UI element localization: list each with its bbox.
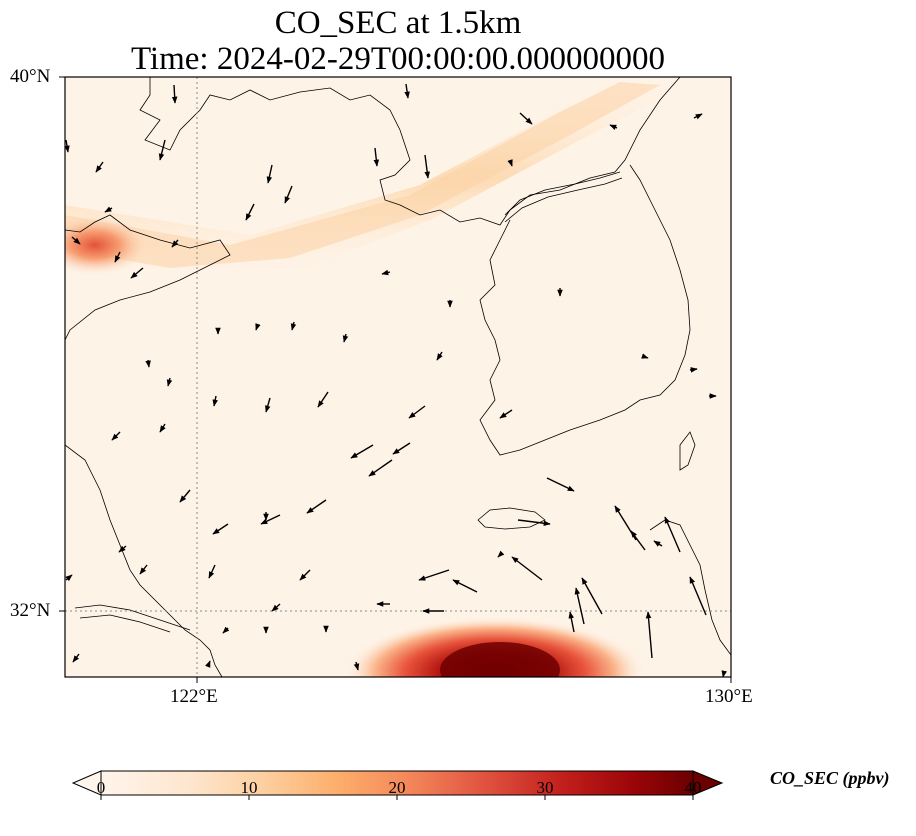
wind-arrow — [290, 321, 297, 331]
wind-arrow — [721, 670, 727, 677]
wind-arrow — [255, 323, 261, 331]
wind-arrow — [424, 154, 430, 179]
wind-arrow — [139, 564, 148, 575]
wind-arrow — [71, 236, 81, 245]
wind-arrow — [118, 545, 127, 553]
wind-arrow — [581, 577, 603, 615]
coastline-bohai — [139, 77, 411, 206]
wind-arrow — [689, 367, 698, 373]
x-tick-label-122: 122°E — [170, 686, 218, 707]
wind-arrow — [368, 459, 393, 477]
wind-arrow — [158, 139, 166, 161]
co-plume-west — [65, 215, 150, 275]
coastline-korea-west — [479, 219, 571, 456]
wind-arrow — [408, 405, 426, 419]
wind-arrow — [630, 530, 646, 551]
colorbar-label-40: 40 — [684, 778, 702, 797]
map-frame — [64, 76, 732, 678]
wind-arrow — [519, 112, 533, 125]
wind-arrow — [381, 269, 391, 276]
wind-arrow — [95, 161, 104, 173]
wind-arrow — [609, 124, 618, 131]
wind-arrow — [65, 574, 73, 582]
wind-arrow — [436, 351, 443, 361]
wind-arrow — [284, 185, 293, 204]
y-tick-label-40: 40°N — [10, 66, 51, 87]
coastline-jeju — [477, 507, 546, 530]
wind-arrow — [517, 519, 551, 526]
gridlines — [65, 77, 731, 677]
wind-arrow — [72, 653, 80, 663]
wind-arrow — [645, 611, 653, 659]
coastline-korea-east — [569, 164, 691, 431]
wind-arrow — [145, 359, 151, 368]
coastline-shandong — [65, 214, 231, 341]
coastline-yangtze — [74, 604, 191, 633]
colorbar — [71, 770, 724, 800]
wind-arrow — [507, 159, 513, 167]
wind-arrow — [171, 239, 179, 248]
wind-arrow — [568, 611, 575, 633]
wind-arrow — [689, 576, 707, 616]
wind-arrow — [104, 206, 113, 213]
wind-arrow — [212, 523, 229, 535]
concentration-field — [65, 77, 731, 677]
wind-arrow — [299, 569, 311, 581]
wind-arrow — [317, 391, 329, 408]
colorbar-label-20: 20 — [388, 778, 406, 797]
wind-arrow — [166, 377, 173, 387]
colorbar-units-label: CO_SEC (ppbv) — [770, 768, 890, 788]
wind-arrow — [653, 540, 663, 547]
wind-arrow — [159, 423, 166, 433]
wind-arrow — [179, 489, 191, 503]
wind-arrow — [404, 83, 410, 99]
colorbar-extend-high — [692, 770, 724, 796]
wind-arrow — [130, 267, 144, 279]
map-title-time: Time: 2024-02-29T00:00:00.000000000 — [130, 41, 666, 77]
y-tick-label-32: 32°N — [10, 600, 51, 621]
wind-arrow — [266, 164, 273, 184]
wind-arrow — [212, 395, 218, 407]
wind-arrow — [373, 147, 380, 167]
map-title-variable: CO_SEC at 1.5km — [274, 5, 522, 41]
wind-arrow — [271, 603, 281, 612]
co-plume-south-core — [440, 642, 560, 677]
wind-arrow — [222, 626, 230, 634]
wind-arrow — [641, 353, 649, 359]
wind-arrow — [693, 113, 703, 120]
wind-arrow — [353, 661, 360, 671]
colorbar-label-10: 10 — [240, 778, 258, 797]
wind-arrow — [265, 397, 271, 413]
wind-arrow — [342, 333, 349, 343]
wind-arrow — [245, 203, 255, 221]
wind-arrow — [208, 564, 216, 579]
coastlines — [65, 77, 731, 677]
wind-arrow — [111, 431, 121, 441]
coastline-yalu — [504, 171, 623, 223]
wind-arrow — [452, 579, 478, 593]
wind-arrow — [499, 409, 513, 419]
wind-arrow — [205, 660, 211, 668]
wind-arrow — [511, 556, 543, 581]
wind-arrow — [664, 516, 681, 553]
wind-arrow — [418, 569, 450, 581]
wind-arrow — [392, 442, 411, 455]
wind-vectors — [65, 83, 727, 677]
x-tick-label-130: 130°E — [705, 686, 753, 707]
wind-arrow — [171, 84, 178, 104]
wind-arrow — [65, 139, 70, 153]
wind-arrow — [546, 477, 575, 492]
wind-arrow — [574, 587, 585, 625]
colorbar-label-0: 0 — [96, 778, 106, 797]
coastline-china-east — [65, 444, 223, 677]
wind-arrow — [497, 550, 505, 558]
wind-arrow — [114, 251, 121, 263]
coastline-liaodong — [399, 77, 681, 226]
coastline-japan-tsushima — [679, 431, 696, 471]
wind-arrow — [306, 499, 327, 514]
colorbar-label-30: 30 — [536, 778, 554, 797]
wind-arrow — [260, 514, 281, 525]
wind-arrow — [350, 444, 374, 459]
